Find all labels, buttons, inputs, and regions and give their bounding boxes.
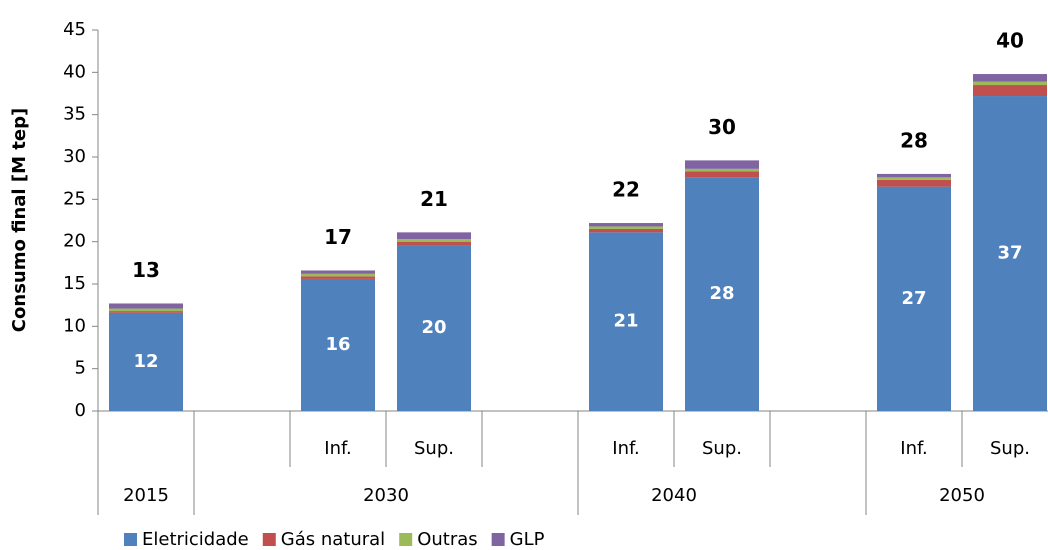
bar-segment — [973, 96, 1047, 411]
y-tick-label: 5 — [75, 358, 86, 379]
bar-segment — [397, 245, 471, 411]
bar-segment — [397, 232, 471, 240]
y-axis-title: Consumo final [M tep] — [9, 108, 30, 332]
bar-segment — [685, 168, 759, 172]
bar-segment — [301, 273, 375, 277]
bar-segment — [109, 312, 183, 411]
group-label: 2040 — [651, 485, 697, 506]
legend-swatch — [491, 533, 505, 546]
x-tick-label: Sup. — [414, 438, 454, 459]
value-label: 21 — [613, 311, 638, 332]
value-label: 37 — [997, 243, 1022, 264]
x-tick-label: Inf. — [324, 438, 351, 459]
y-tick-label: 30 — [63, 146, 86, 167]
value-label: 20 — [421, 317, 446, 338]
bar-segment — [973, 81, 1047, 86]
value-label: 16 — [325, 334, 350, 355]
legend-swatch — [124, 533, 137, 546]
bar-segment — [301, 270, 375, 274]
group-label: 2015 — [123, 485, 169, 506]
y-tick-label: 15 — [63, 273, 86, 294]
bar-segment — [877, 177, 951, 180]
bar-segment — [301, 276, 375, 279]
x-tick-label: Sup. — [702, 438, 742, 459]
total-label: 22 — [612, 178, 640, 202]
group-label: 2030 — [363, 485, 409, 506]
bar-segment — [973, 85, 1047, 97]
total-label: 30 — [708, 115, 736, 139]
y-tick-label: 45 — [63, 19, 86, 40]
bar-segment — [397, 239, 471, 242]
y-tick-label: 20 — [63, 231, 86, 252]
legend-label: Gás natural — [281, 529, 385, 550]
y-tick-label: 40 — [63, 61, 86, 82]
bar-segment — [685, 171, 759, 178]
value-label: 12 — [133, 351, 158, 372]
bar-segment — [109, 303, 183, 309]
bar-segment — [589, 228, 663, 233]
y-tick-label: 10 — [63, 315, 86, 336]
value-label: 28 — [709, 283, 734, 304]
legend-label: GLP — [510, 529, 545, 550]
bar-segment — [685, 160, 759, 169]
total-label: 28 — [900, 128, 928, 152]
y-tick-label: 25 — [63, 188, 86, 209]
bar-segment — [877, 186, 951, 411]
legend-swatch — [262, 533, 276, 546]
bar-segment — [973, 74, 1047, 82]
x-tick-label: Inf. — [900, 438, 927, 459]
value-label: 27 — [901, 288, 926, 309]
legend-label: Outras — [417, 529, 477, 550]
bar-segment — [301, 278, 375, 411]
total-label: 21 — [420, 187, 448, 211]
legend-swatch — [399, 533, 413, 546]
x-tick-label: Inf. — [612, 438, 639, 459]
total-label: 40 — [996, 29, 1024, 53]
bar-segment — [589, 223, 663, 227]
y-tick-label: 35 — [63, 104, 86, 125]
bar-segment — [877, 179, 951, 187]
total-label: 17 — [324, 225, 352, 249]
bar-segment — [685, 177, 759, 411]
legend-label: Eletricidade — [142, 529, 249, 550]
bar-segment — [877, 173, 951, 178]
total-label: 13 — [132, 258, 160, 282]
y-tick-label: 0 — [75, 400, 86, 421]
group-label: 2050 — [939, 485, 985, 506]
bar-segment — [109, 311, 183, 313]
bar-segment — [109, 308, 183, 312]
bar-segment — [589, 226, 663, 229]
bar-segment — [589, 232, 663, 411]
x-tick-label: Sup. — [990, 438, 1030, 459]
bar-segment — [397, 241, 471, 246]
